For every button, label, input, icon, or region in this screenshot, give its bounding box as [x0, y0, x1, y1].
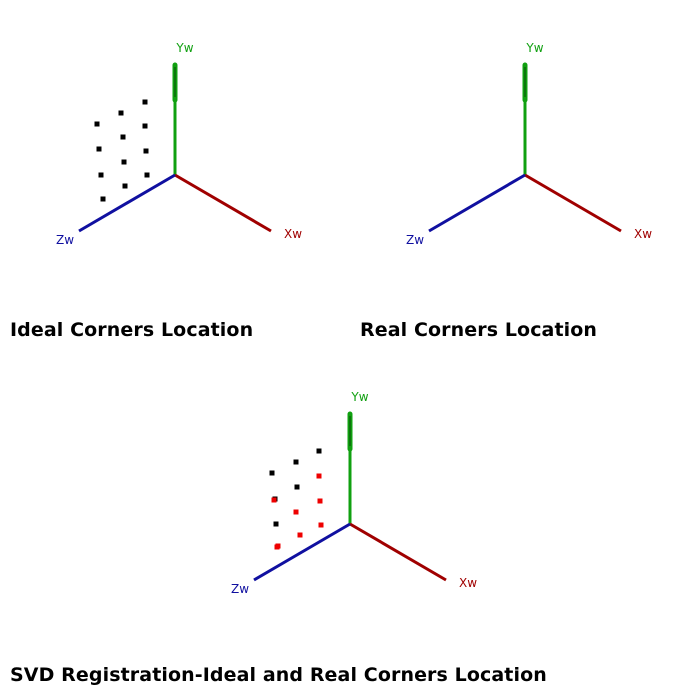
ideal-corner-point — [96, 146, 102, 152]
ideal-corner-point — [273, 521, 279, 527]
real-corner-point — [297, 532, 303, 538]
z-axis-line — [78, 173, 176, 233]
ideal-corner-point — [316, 448, 322, 454]
y-axis-label: Yw — [525, 41, 543, 55]
ideal-corner-point — [142, 123, 148, 129]
real-corner-point — [317, 498, 323, 504]
real-corner-point — [293, 509, 299, 515]
axis-triad: Xw Yw Zw — [231, 390, 477, 596]
ideal-corner-point — [294, 484, 300, 490]
x-axis-label: Xw — [634, 227, 652, 241]
y-axis-label: Yw — [350, 390, 368, 404]
caption-ideal-corners: Ideal Corners Location — [10, 319, 254, 341]
axis-triad: Xw Yw Zw — [56, 41, 302, 247]
ideal-corner-point — [118, 110, 124, 116]
ideal-corner-point — [142, 99, 148, 105]
real-corner-point — [316, 473, 322, 479]
x-axis-line — [349, 522, 447, 582]
caption-svd-registration: SVD Registration-Ideal and Real Corners … — [10, 664, 547, 686]
x-axis-line — [174, 173, 272, 233]
z-axis-line — [428, 173, 526, 233]
ideal-corner-point — [121, 159, 127, 165]
z-axis-label: Zw — [56, 233, 74, 247]
panel-ideal-corners: Xw Yw Zw — [56, 41, 302, 247]
z-axis-line — [253, 522, 351, 582]
ideal-corner-point — [98, 172, 104, 178]
axis-triad: Xw Yw Zw — [406, 41, 652, 247]
ideal-corner-point — [120, 134, 126, 140]
x-axis-label: Xw — [459, 576, 477, 590]
x-axis-label: Xw — [284, 227, 302, 241]
ideal-corner-point — [100, 196, 106, 202]
real-corner-point — [318, 522, 324, 528]
panel-svd-registration: Xw Yw Zw — [231, 390, 477, 596]
ideal-corner-point — [144, 172, 150, 178]
real-corner-point — [271, 497, 277, 503]
y-axis-label: Yw — [175, 41, 193, 55]
real-corner-point — [275, 543, 281, 549]
ideal-corner-point — [122, 183, 128, 189]
caption-real-corners: Real Corners Location — [360, 319, 598, 341]
ideal-corner-point — [269, 470, 275, 476]
ideal-corner-point — [293, 459, 299, 465]
panel-real-corners: Xw Yw Zw — [406, 41, 652, 247]
ideal-corner-point — [94, 121, 100, 127]
x-axis-line — [524, 173, 622, 233]
z-axis-label: Zw — [406, 233, 424, 247]
z-axis-label: Zw — [231, 582, 249, 596]
ideal-corner-point — [143, 148, 149, 154]
